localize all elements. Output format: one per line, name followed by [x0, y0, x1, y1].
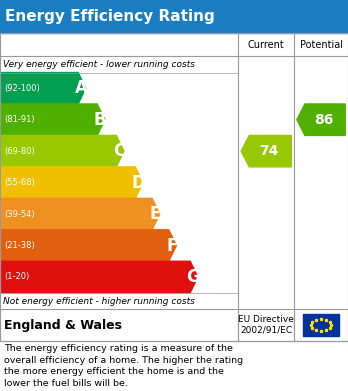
Polygon shape — [2, 104, 105, 135]
Bar — [0, 33, 348, 341]
Text: England & Wales: England & Wales — [4, 319, 122, 332]
Polygon shape — [241, 135, 291, 167]
Polygon shape — [2, 135, 124, 167]
Text: (92-100): (92-100) — [5, 84, 40, 93]
Polygon shape — [2, 167, 143, 198]
Text: Very energy efficient - lower running costs: Very energy efficient - lower running co… — [3, 60, 196, 69]
Bar — [303, 314, 339, 336]
Text: A: A — [75, 79, 88, 97]
Text: (39-54): (39-54) — [5, 210, 35, 219]
Text: (1-20): (1-20) — [5, 273, 30, 282]
Text: 74: 74 — [259, 144, 279, 158]
Text: G: G — [187, 268, 200, 286]
Text: Current: Current — [248, 39, 285, 50]
Text: (21-38): (21-38) — [5, 241, 35, 250]
Text: Energy Efficiency Rating: Energy Efficiency Rating — [5, 9, 215, 24]
Polygon shape — [297, 104, 345, 135]
Text: 86: 86 — [314, 113, 333, 127]
Text: (69-80): (69-80) — [5, 147, 35, 156]
Text: D: D — [132, 174, 145, 192]
Bar — [0, 0, 348, 33]
Text: Not energy efficient - higher running costs: Not energy efficient - higher running co… — [3, 296, 195, 305]
Text: (55-68): (55-68) — [5, 178, 35, 187]
Polygon shape — [2, 198, 160, 230]
Text: EU Directive
2002/91/EC: EU Directive 2002/91/EC — [238, 315, 294, 335]
Polygon shape — [2, 72, 86, 104]
Text: C: C — [113, 142, 126, 160]
Text: B: B — [94, 111, 106, 129]
Text: Potential: Potential — [300, 39, 342, 50]
Text: The energy efficiency rating is a measure of the
overall efficiency of a home. T: The energy efficiency rating is a measur… — [4, 344, 243, 388]
Bar — [0, 309, 348, 341]
Text: F: F — [166, 237, 177, 255]
Polygon shape — [2, 230, 176, 261]
Text: E: E — [149, 205, 161, 223]
Text: (81-91): (81-91) — [5, 115, 35, 124]
Polygon shape — [2, 261, 198, 293]
